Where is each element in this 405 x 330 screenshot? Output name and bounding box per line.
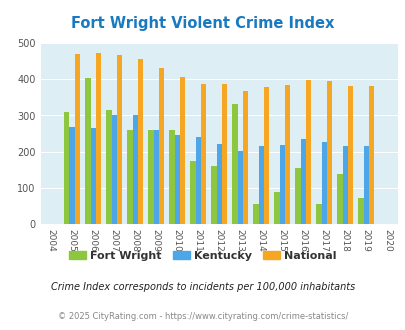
Bar (132, 115, 137, 224)
Bar (347, 86, 352, 224)
Bar (279, 145, 284, 224)
Bar (64, 112, 69, 224)
Bar (158, 68, 164, 224)
Bar (85, 78, 90, 224)
Bar (148, 130, 153, 224)
Bar (174, 135, 179, 224)
Text: Fort Wright Violent Crime Index: Fort Wright Violent Crime Index (71, 16, 334, 31)
Bar (216, 144, 221, 224)
Bar (75, 54, 80, 224)
Bar (263, 87, 269, 224)
Bar (117, 55, 122, 224)
Bar (368, 86, 373, 224)
Bar (169, 130, 174, 224)
Bar (96, 53, 101, 224)
Bar (253, 204, 258, 224)
Bar (242, 91, 247, 224)
Bar (111, 115, 117, 224)
Bar (258, 147, 263, 224)
Bar (326, 82, 331, 224)
Bar (315, 204, 321, 224)
Bar (90, 128, 96, 224)
Bar (342, 147, 347, 224)
Bar (200, 84, 206, 224)
Bar (195, 137, 200, 224)
Bar (321, 142, 326, 224)
Bar (363, 146, 368, 224)
Bar (300, 140, 305, 224)
Bar (179, 77, 185, 224)
Bar (69, 127, 75, 224)
Bar (295, 168, 300, 224)
Text: Crime Index corresponds to incidents per 100,000 inhabitants: Crime Index corresponds to incidents per… (51, 282, 354, 292)
Bar (106, 110, 111, 224)
Bar (221, 84, 226, 224)
Bar (190, 161, 195, 224)
Bar (305, 80, 310, 224)
Bar (274, 192, 279, 224)
Bar (337, 174, 342, 224)
Bar (127, 130, 132, 224)
Legend: Fort Wright, Kentucky, National: Fort Wright, Kentucky, National (65, 247, 340, 265)
Text: © 2025 CityRating.com - https://www.cityrating.com/crime-statistics/: © 2025 CityRating.com - https://www.city… (58, 312, 347, 321)
Bar (232, 104, 237, 224)
Bar (284, 85, 290, 224)
Bar (237, 151, 242, 224)
Bar (153, 130, 158, 224)
Bar (137, 59, 143, 224)
Bar (358, 198, 363, 224)
Bar (211, 166, 216, 224)
